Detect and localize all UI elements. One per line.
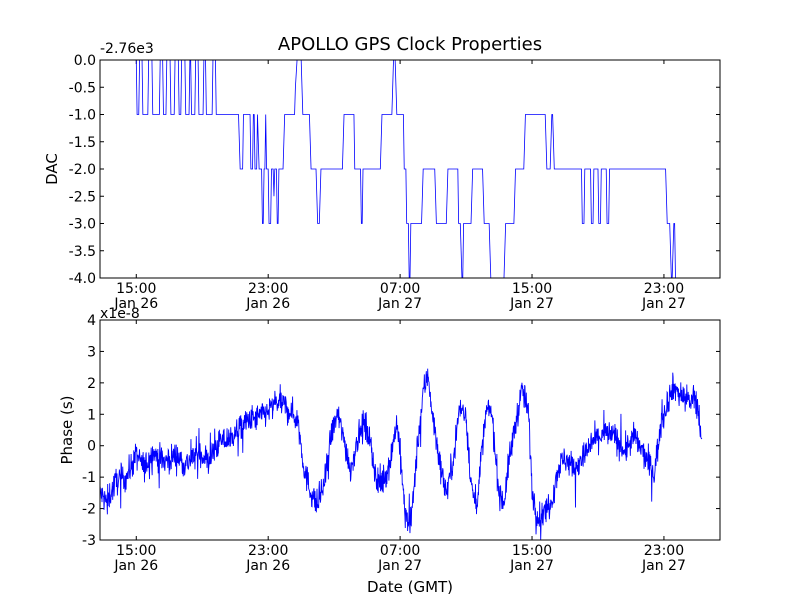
dac-ticks: 0.0 -0.5 -1.0 -1.5 -2.0 -2.5 -3.0 -3.5 -4.0 15:00…	[69, 53, 720, 312]
dac-ytick-label: -3.0	[69, 217, 96, 233]
dac-offset-label: -2.76e3	[100, 41, 154, 57]
dac-ytick-label: -3.5	[69, 244, 96, 260]
dac-y-axis-label: DAC	[43, 153, 61, 185]
phase-xtick-date: Jan 26	[245, 558, 290, 574]
dac-xtick-time: 15:00	[116, 281, 156, 297]
dac-xtick-date: Jan 27	[509, 296, 554, 312]
dac-ytick-label: -2.5	[69, 189, 96, 205]
phase-xtick-date: Jan 26	[113, 558, 158, 574]
dac-xtick-date: Jan 26	[113, 296, 158, 312]
phase-ytick-label: 0	[87, 439, 96, 455]
phase-ytick-label: -2	[82, 502, 96, 518]
figure-title: APOLLO GPS Clock Properties	[278, 34, 542, 55]
dac-ytick-label: -1.5	[69, 135, 96, 151]
phase-ytick-label: 4	[87, 313, 96, 329]
phase-ytick-label: 3	[87, 344, 96, 360]
phase-xtick-time: 07:00	[380, 543, 420, 559]
phase-series	[99, 368, 703, 541]
phase-xtick-time: 15:00	[512, 543, 552, 559]
dac-ytick-label: -2.0	[69, 162, 96, 178]
dac-ytick-label: -1.0	[69, 108, 96, 124]
phase-ytick-label: 2	[87, 376, 96, 392]
phase-ytick-label: 1	[87, 407, 96, 423]
dac-xtick-time: 23:00	[248, 281, 288, 297]
phase-xtick-date: Jan 27	[509, 558, 554, 574]
dac-series	[100, 59, 676, 279]
phase-xtick-time: 23:00	[248, 543, 288, 559]
dac-ytick-label: -4.0	[69, 271, 96, 287]
phase-offset-label: x1e-8	[100, 306, 140, 322]
phase-series-line	[99, 368, 703, 541]
phase-x-axis-label: Date (GMT)	[367, 578, 453, 596]
dac-ytick-label: -0.5	[69, 80, 96, 96]
phase-plot-frame	[99, 319, 721, 541]
dac-xtick-time: 07:00	[380, 281, 420, 297]
phase-xtick-time: 15:00	[116, 543, 156, 559]
phase-ytick-label: -1	[82, 470, 96, 486]
phase-ytick-label: -3	[82, 533, 96, 549]
dac-xtick-date: Jan 26	[245, 296, 290, 312]
dac-series-line	[100, 59, 676, 279]
dac-plot-frame	[99, 59, 721, 279]
phase-xtick-date: Jan 27	[377, 558, 422, 574]
dac-ytick-label: 0.0	[74, 53, 96, 69]
dac-xtick-date: Jan 27	[377, 296, 422, 312]
dac-chart: -2.76e3 0.0 -0.5 -1.0 -1.5 -2.0 -2.5 -3.0 -3.5 -…	[43, 41, 721, 312]
dac-xtick-time: 23:00	[644, 281, 684, 297]
phase-xtick-time: 23:00	[644, 543, 684, 559]
dac-xtick-date: Jan 27	[641, 296, 686, 312]
phase-y-axis-label: Phase (s)	[58, 395, 76, 464]
dac-xtick-time: 15:00	[512, 281, 552, 297]
phase-xtick-date: Jan 27	[641, 558, 686, 574]
